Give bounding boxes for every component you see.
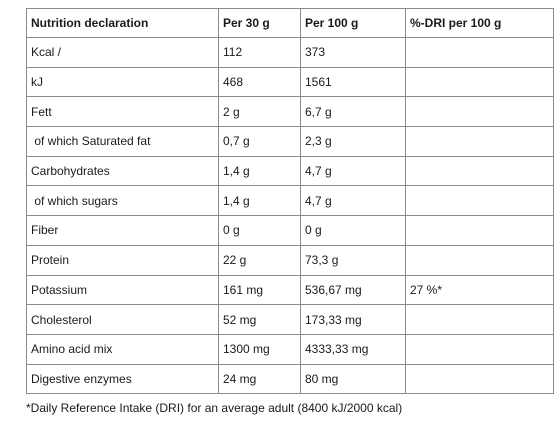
dri-value-cell [405,244,554,276]
nutrient-name-cell: Protein [26,244,219,276]
dri-value-cell [405,185,554,217]
per-30g-value-cell: 2 g [218,96,301,128]
table-row: Potassium 161 mg 536,67 mg 27 %* [26,274,554,306]
header-dri-per-100g: %-DRI per 100 g [405,8,554,38]
nutrient-name-cell: Amino acid mix [26,333,219,365]
nutrition-table: Nutrition declaration Per 30 g Per 100 g… [26,8,554,395]
nutrient-name-cell: Fett [26,96,219,128]
dri-value-cell [405,363,554,395]
nutrient-name-cell: Cholesterol [26,304,219,335]
per-100g-value-cell: 2,3 g [300,126,406,157]
per-30g-value-cell: 1,4 g [218,185,301,217]
per-30g-value-cell: 0 g [218,215,301,246]
nutrient-name-cell: Potassium [26,274,219,306]
header-per-30g: Per 30 g [218,8,301,38]
per-100g-value-cell: 1561 [300,66,406,98]
dri-value-cell [405,333,554,365]
dri-value-cell [405,66,554,98]
per-30g-value-cell: 161 mg [218,274,301,306]
per-100g-value-cell: 173,33 mg [300,304,406,335]
per-100g-value-cell: 6,7 g [300,96,406,128]
table-body: Kcal /112 373 kJ 468 1561 Fett 2 g 6,7 g of whi… [26,37,554,395]
per-30g-value-cell: 24 mg [218,363,301,395]
dri-value-cell [405,155,554,187]
dri-value-cell [405,304,554,335]
per-100g-value-cell: 80 mg [300,363,406,395]
nutrient-name-cell: Fiber [26,215,219,246]
dri-value-cell [405,215,554,246]
table-row: Amino acid mix 1300 mg 4333,33 mg [26,333,554,365]
dri-value-cell [405,126,554,157]
dri-value-cell [405,37,554,68]
per-100g-value-cell: 373 [300,37,406,68]
per-30g-value-cell: 0,7 g [218,126,301,157]
nutrient-name-cell: Carbohydrates [26,155,219,187]
table-row: of which Saturated fat 0,7 g 2,3 g [26,126,554,157]
nutrient-name-cell: Kcal / [26,37,219,68]
table-row: Cholesterol 52 mg 173,33 mg [26,304,554,335]
table-row: kJ 468 1561 [26,66,554,98]
dri-value-cell [405,96,554,128]
header-per-100g: Per 100 g [300,8,406,38]
table-row: Fett 2 g 6,7 g [26,96,554,128]
table-row: Carbohydrates 1,4 g 4,7 g [26,155,554,187]
nutrient-name-cell: of which sugars [26,185,219,217]
nutrient-name-cell: kJ [26,66,219,98]
per-100g-value-cell: 4,7 g [300,155,406,187]
nutrient-name-cell: of which Saturated fat [26,126,219,157]
per-30g-value-cell: 468 [218,66,301,98]
per-30g-value-cell: 22 g [218,244,301,276]
nutrient-name-cell: Digestive enzymes [26,363,219,395]
per-100g-value-cell: 73,3 g [300,244,406,276]
table-row: Protein 22 g 73,3 g [26,244,554,276]
table-row: of which sugars 1,4 g 4,7 g [26,185,554,217]
per-100g-value-cell: 536,67 mg [300,274,406,306]
per-30g-value-cell: 112 [218,37,301,68]
per-30g-value-cell: 1,4 g [218,155,301,187]
per-100g-value-cell: 0 g [300,215,406,246]
dri-footnote: *Daily Reference Intake (DRI) for an ave… [26,401,403,415]
per-30g-value-cell: 1300 mg [218,333,301,365]
per-30g-value-cell: 52 mg [218,304,301,335]
dri-value-cell: 27 %* [405,274,554,306]
table-row: Digestive enzymes 24 mg 80 mg [26,363,554,395]
per-100g-value-cell: 4,7 g [300,185,406,217]
table-header-row: Nutrition declaration Per 30 g Per 100 g… [26,8,554,38]
table-row: Kcal /112 373 [26,37,554,68]
per-100g-value-cell: 4333,33 mg [300,333,406,365]
header-nutrition-declaration: Nutrition declaration [26,8,219,38]
